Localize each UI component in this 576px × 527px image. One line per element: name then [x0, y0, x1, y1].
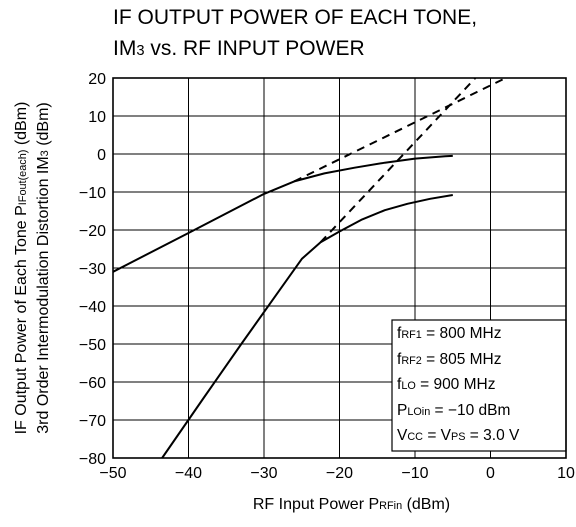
y-tick-label: −40 — [79, 299, 106, 316]
chart-title-line: IF OUTPUT POWER OF EACH TONE, — [113, 6, 478, 29]
extrapolation-line-2 — [293, 77, 507, 183]
x-tick-label: −30 — [250, 465, 277, 482]
condition-line: fRF1 = 800 MHz — [397, 325, 502, 342]
y-tick-label: −50 — [79, 337, 106, 354]
condition-line: fLO = 900 MHz — [397, 376, 496, 393]
x-tick-label: 10 — [557, 465, 575, 482]
plot-frame — [112, 77, 567, 459]
condition-line: fRF2 = 805 MHz — [397, 350, 502, 368]
series-group — [112, 77, 507, 459]
x-tick-label: −50 — [99, 465, 126, 482]
y-tick-label: −10 — [79, 185, 106, 202]
y-tick-label: 20 — [88, 71, 106, 88]
x-tick-label: 0 — [486, 465, 495, 482]
series-line-1 — [161, 194, 453, 459]
x-tick-label: −20 — [326, 465, 353, 482]
x-tick-label: −10 — [401, 465, 428, 482]
annotation-box — [391, 319, 567, 452]
series-line-0 — [112, 154, 453, 273]
y-tick-label: −60 — [79, 375, 106, 392]
y-tick-label: −80 — [79, 451, 106, 468]
tick-labels: −50 −40 −30 −20 −10 0 10 20 10 0 −10 −20 −30 −40 −50 −6… — [79, 71, 575, 482]
condition-line: PLOin = −10 dBm — [397, 401, 511, 419]
y-tick-label: −30 — [79, 261, 106, 278]
y-axis-label-secondary: 3rd Order Intermodulation Distortion IM3… — [35, 102, 52, 434]
y-tick-label: −20 — [79, 223, 106, 240]
condition-line: VCC = VPS = 3.0 V — [397, 427, 520, 444]
x-tick-label: −40 — [175, 465, 202, 482]
y-tick-label: −70 — [79, 413, 106, 430]
y-tick-label: 0 — [97, 147, 106, 164]
x-axis-label: RF Input Power PRFin (dBm) — [253, 496, 450, 513]
chart-title-line: IM3 vs. RF INPUT POWER — [113, 37, 365, 60]
y-tick-label: 10 — [88, 109, 106, 126]
y-axis-label-primary: IF Output Power of Each Tone PIFout(each… — [13, 102, 30, 435]
extrapolation-line-3 — [319, 77, 477, 243]
